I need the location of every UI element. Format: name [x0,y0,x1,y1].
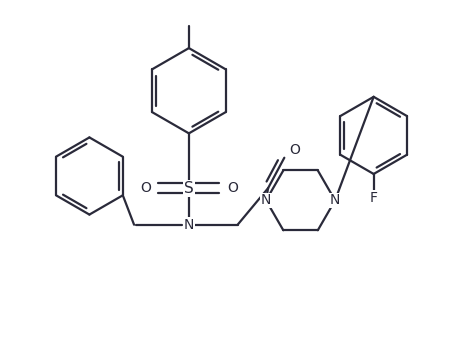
Text: O: O [289,143,300,157]
Text: O: O [227,181,238,195]
Text: N: N [330,193,340,207]
Text: F: F [369,190,378,205]
Text: N: N [184,218,194,232]
Text: O: O [140,181,151,195]
Text: N: N [261,193,271,207]
Text: S: S [184,181,194,196]
